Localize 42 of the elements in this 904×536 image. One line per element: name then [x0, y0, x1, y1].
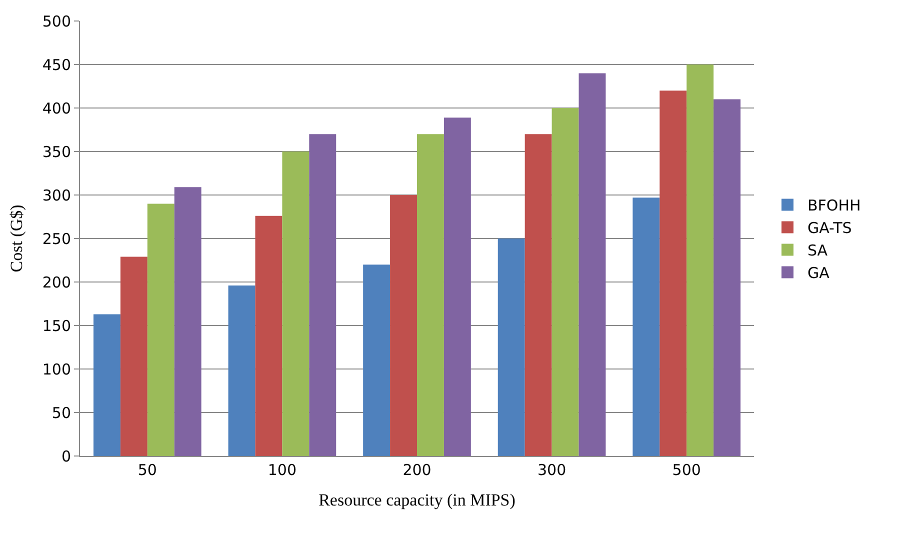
x-tick-label: 500	[672, 461, 701, 479]
bar	[578, 73, 606, 456]
bar	[498, 238, 525, 456]
bar	[632, 198, 660, 456]
bar	[686, 64, 714, 456]
bar	[255, 216, 282, 456]
bar	[309, 134, 336, 456]
legend-label: SA	[807, 242, 828, 260]
bar	[93, 314, 120, 456]
y-tick-label: 450	[42, 56, 71, 74]
legend-label: BFOHH	[807, 196, 861, 215]
bar	[552, 108, 579, 456]
bar	[174, 187, 202, 456]
y-tick-label: 350	[42, 142, 71, 161]
bar	[228, 285, 256, 456]
x-axis-title: Resource capacity (in MIPS)	[318, 490, 516, 510]
bar	[390, 195, 417, 456]
y-tick-label: 50	[52, 404, 71, 422]
y-tick-label: 250	[42, 230, 71, 248]
bar	[282, 152, 310, 456]
x-tick-label: 100	[268, 461, 297, 479]
y-tick-label: 400	[42, 99, 71, 118]
y-tick-label: 200	[42, 273, 71, 292]
bar	[714, 99, 741, 456]
y-tick-label: 150	[42, 316, 71, 335]
x-tick-label: 200	[402, 461, 432, 479]
bar	[120, 256, 148, 456]
legend-label: GA	[807, 264, 830, 282]
bar	[524, 134, 552, 456]
bar	[363, 264, 390, 456]
y-tick-label: 0	[61, 447, 71, 466]
x-tick-label: 50	[138, 461, 157, 479]
y-axis-title: Cost (G$)	[6, 204, 26, 272]
y-tick-label: 300	[42, 186, 71, 204]
bar	[660, 90, 687, 456]
bar	[417, 134, 444, 456]
y-tick-label: 500	[42, 12, 71, 30]
bar	[444, 118, 471, 456]
x-tick-label: 300	[537, 461, 566, 479]
legend-label: GA-TS	[807, 219, 852, 238]
bar	[147, 204, 174, 456]
y-tick-label: 100	[42, 360, 71, 378]
